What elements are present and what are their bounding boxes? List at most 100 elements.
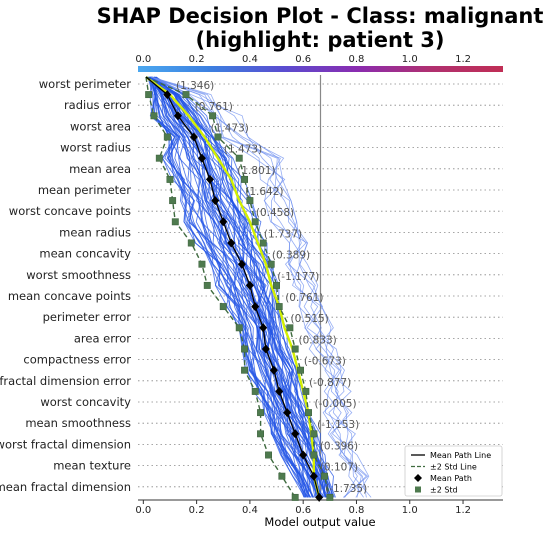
sample-path — [150, 76, 307, 498]
std-marker — [198, 260, 206, 268]
sample-path — [151, 76, 310, 498]
std-marker — [278, 472, 286, 480]
sample-path — [151, 76, 362, 498]
bottom-tick-label: 0.0 — [135, 505, 151, 516]
feature-value: (0.761) — [195, 101, 233, 113]
std-marker — [214, 133, 222, 141]
bottom-tick-label: 0.4 — [242, 505, 258, 516]
sample-path — [154, 76, 307, 498]
sample-path — [148, 76, 314, 498]
std-marker — [275, 303, 283, 311]
std-marker — [297, 366, 304, 374]
std-marker — [302, 387, 310, 395]
sample-path — [154, 76, 332, 498]
feature-value: (0.458) — [256, 207, 294, 219]
feature-value: (0.761) — [285, 292, 323, 304]
feature-label: worst smoothness — [26, 268, 131, 282]
plus-2std-line — [145, 76, 331, 498]
feature-label: mean concavity — [39, 247, 131, 261]
mean-marker — [251, 302, 260, 312]
feature-value: (1.801) — [237, 165, 275, 177]
feature-value: (-0.673) — [304, 356, 346, 368]
feature-label: worst concave points — [9, 204, 131, 218]
std-marker — [169, 197, 177, 205]
legend-mean-marker-swatch — [414, 474, 422, 482]
feature-label: worst perimeter — [39, 77, 131, 91]
top-tick-label: 0.6 — [295, 54, 311, 65]
x-axis-label: Model output value — [264, 515, 375, 529]
feature-value: (0.396) — [320, 440, 358, 452]
feature-value: (0.107) — [320, 462, 358, 474]
std-marker — [203, 281, 211, 289]
std-marker — [257, 409, 265, 417]
std-marker — [273, 281, 280, 289]
std-marker — [182, 91, 190, 99]
feature-label: perimeter error — [43, 310, 132, 324]
std-marker — [219, 303, 227, 311]
feature-label: mean perimeter — [38, 183, 131, 197]
feature-value: (1.737) — [264, 228, 302, 240]
std-marker — [150, 112, 158, 120]
mean-marker — [315, 492, 324, 502]
std-marker — [166, 175, 174, 183]
mean-marker — [275, 386, 284, 396]
top-tick-label: 0.4 — [242, 54, 258, 65]
legend-label: ±2 Std — [430, 486, 458, 495]
std-marker — [286, 324, 294, 332]
bottom-tick-label: 0.8 — [349, 505, 365, 516]
std-marker — [241, 345, 249, 353]
mean-marker — [197, 153, 206, 163]
std-marker — [310, 451, 318, 459]
mean-marker — [205, 174, 214, 184]
sample-path — [151, 76, 367, 498]
mean-marker — [237, 259, 246, 269]
mean-marker — [163, 90, 172, 100]
mean-marker — [283, 408, 292, 418]
feature-value: (1.346) — [176, 80, 214, 92]
std-marker — [235, 324, 243, 332]
legend: Mean Path Line ±2 Std Line Mean Path ±2 Std — [404, 445, 503, 497]
colorbar — [138, 66, 503, 72]
sample-path — [151, 76, 358, 498]
mean-marker — [219, 217, 228, 227]
feature-value: (1.473) — [211, 122, 249, 134]
std-marker — [326, 493, 334, 501]
mean-marker — [309, 471, 318, 481]
bottom-tick-label: 0.6 — [295, 505, 311, 516]
std-marker — [305, 409, 312, 417]
chart-title-line1: SHAP Decision Plot - Class: malignant — [97, 4, 544, 28]
sample-path — [146, 76, 322, 498]
feature-label: worst concavity — [40, 395, 131, 409]
sample-path — [145, 76, 319, 498]
mean-marker — [211, 196, 220, 206]
legend-label: ±2 Std Line — [430, 463, 477, 472]
std-marker — [241, 366, 249, 374]
mean-marker — [227, 238, 236, 248]
std-marker — [257, 430, 265, 438]
feature-labels: worst perimeter radius error worst area wor… — [0, 77, 131, 494]
sample-path — [150, 76, 305, 498]
feature-value: (1.473) — [224, 144, 262, 156]
sample-path — [149, 76, 306, 498]
colorbar-strip — [138, 66, 503, 72]
mean-marker — [269, 365, 278, 375]
feature-label: mean fractal dimension — [0, 480, 131, 494]
bottom-tick-label: 0.2 — [189, 505, 205, 516]
mean-marker — [245, 280, 254, 290]
std-marker — [145, 91, 153, 99]
sample-path — [151, 76, 367, 498]
std-marker — [267, 260, 275, 268]
top-tick-label: 0.0 — [135, 54, 151, 65]
mean-marker — [261, 344, 270, 354]
feature-label: fractal dimension error — [0, 374, 131, 388]
std-marker — [259, 239, 267, 247]
std-marker — [246, 197, 254, 205]
feature-label: mean area — [69, 162, 131, 176]
mean-marker — [259, 323, 268, 333]
std-marker — [321, 472, 328, 480]
feature-value: (1.642) — [245, 186, 283, 198]
feature-label: radius error — [64, 98, 131, 112]
highlight-path — [145, 76, 321, 498]
std-marker — [163, 133, 171, 141]
